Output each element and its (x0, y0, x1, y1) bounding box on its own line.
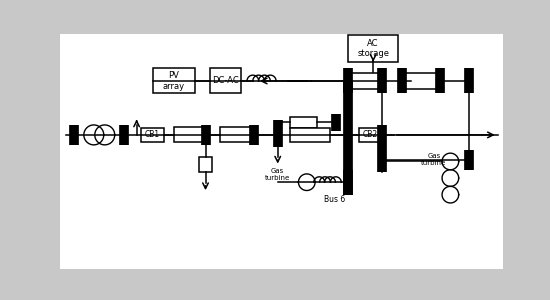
Text: CB1: CB1 (145, 130, 160, 140)
Bar (348, 35, 398, 62)
Bar (402, 73, 439, 89)
Bar (141, 128, 164, 142)
Text: AC
storage: AC storage (357, 39, 389, 58)
Bar (210, 68, 241, 93)
Bar (348, 73, 382, 89)
Bar (153, 68, 195, 93)
Text: Gas
turbine: Gas turbine (265, 168, 290, 181)
Text: Bus 6: Bus 6 (323, 196, 345, 205)
Bar (290, 117, 317, 128)
Text: DC-AC: DC-AC (212, 76, 239, 85)
Bar (219, 128, 255, 142)
Text: Gas
turbine: Gas turbine (421, 153, 447, 166)
Bar (174, 128, 206, 142)
Text: CB2: CB2 (363, 130, 378, 140)
Bar (199, 157, 212, 172)
Text: PV
array: PV array (163, 71, 185, 91)
Bar (290, 128, 330, 142)
Bar (359, 128, 382, 142)
